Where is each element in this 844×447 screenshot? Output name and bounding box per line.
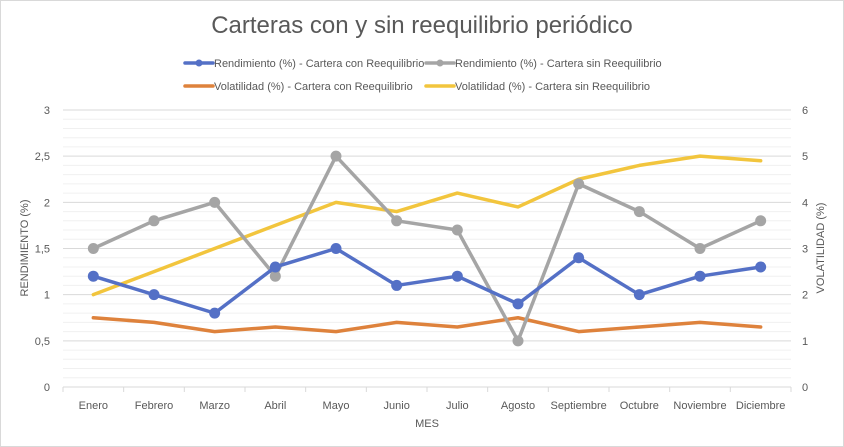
- legend: Rendimiento (%) - Cartera con Reequilibr…: [183, 58, 662, 93]
- data-point: [512, 298, 524, 310]
- y-tick-label: 3: [44, 105, 50, 117]
- legend-label: Rendimiento (%) - Cartera con Reequilibr…: [214, 58, 424, 70]
- legend-label: Volatilidad (%) - Cartera sin Reequilibr…: [455, 81, 650, 93]
- x-tick-label: Junio: [384, 400, 410, 412]
- data-point: [573, 178, 585, 190]
- y2-axis-title: VOLATILIDAD (%): [815, 203, 827, 294]
- x-tick-label: Marzo: [199, 400, 230, 412]
- axes: 0 0,5 1 1,5 2 2,5 3 0 1 2 3 4 5 6 Enero Febrero Marzo Abr…: [35, 105, 808, 412]
- y-tick-label: 1: [44, 290, 50, 302]
- y-tick-label: 0,5: [35, 336, 50, 348]
- y-axis-title: RENDIMIENTO (%): [19, 200, 31, 297]
- y-tick-label: 2,5: [35, 151, 50, 163]
- chart-title: Carteras con y sin reequilibrio periódic…: [211, 12, 633, 39]
- y-tick-label: 2: [44, 197, 50, 209]
- x-tick-label: Abril: [264, 400, 286, 412]
- x-tick-label: Enero: [79, 400, 108, 412]
- x-tick-label: Septiembre: [551, 400, 607, 412]
- x-tick-label: Febrero: [135, 400, 174, 412]
- data-point: [87, 243, 99, 254]
- legend-label: Rendimiento (%) - Cartera sin Reequilibr…: [455, 58, 662, 70]
- data-point: [391, 215, 403, 227]
- data-point: [573, 252, 585, 264]
- data-point: [209, 307, 221, 319]
- data-point: [269, 261, 281, 273]
- y2-tick-label: 3: [802, 244, 808, 256]
- legend-marker: [195, 59, 203, 67]
- y2-tick-label: 4: [802, 197, 808, 209]
- legend-label: Volatilidad (%) - Cartera con Reequilibr…: [214, 81, 413, 93]
- x-tick-label: Noviembre: [673, 400, 726, 412]
- data-point: [330, 243, 342, 254]
- series-line-0: [91, 246, 763, 315]
- y-tick-label: 0: [44, 382, 50, 394]
- data-point: [633, 206, 645, 218]
- data-point: [694, 270, 706, 282]
- y2-tick-label: 0: [802, 382, 808, 394]
- series-line-2: [91, 316, 763, 334]
- data-point: [269, 270, 281, 282]
- x-tick-label: Octubre: [620, 400, 659, 412]
- data-point: [755, 261, 767, 273]
- data-point: [451, 270, 463, 282]
- legend-marker: [436, 59, 444, 67]
- series-layer: [87, 150, 767, 347]
- data-point: [148, 215, 160, 227]
- y2-tick-label: 2: [802, 290, 808, 302]
- data-point: [330, 150, 342, 162]
- data-point: [512, 335, 524, 347]
- data-point: [209, 196, 221, 208]
- y2-tick-label: 1: [802, 336, 808, 348]
- x-tick-label: Julio: [446, 400, 469, 412]
- y2-tick-label: 5: [802, 151, 808, 163]
- data-point: [451, 224, 463, 236]
- y2-tick-label: 6: [802, 105, 808, 117]
- data-point: [87, 270, 99, 282]
- x-tick-label: Agosto: [501, 400, 535, 412]
- data-point: [755, 215, 767, 227]
- y-tick-label: 1,5: [35, 244, 50, 256]
- gridlines: [63, 109, 791, 388]
- x-tick-label: Diciembre: [736, 400, 786, 412]
- series-line-1: [91, 154, 763, 343]
- data-point: [148, 289, 160, 301]
- data-point: [694, 243, 706, 254]
- series-line-3: [91, 154, 763, 297]
- data-point: [391, 279, 403, 291]
- data-point: [633, 289, 645, 301]
- x-axis-title: MES: [415, 418, 439, 430]
- x-tick-label: Mayo: [323, 400, 350, 412]
